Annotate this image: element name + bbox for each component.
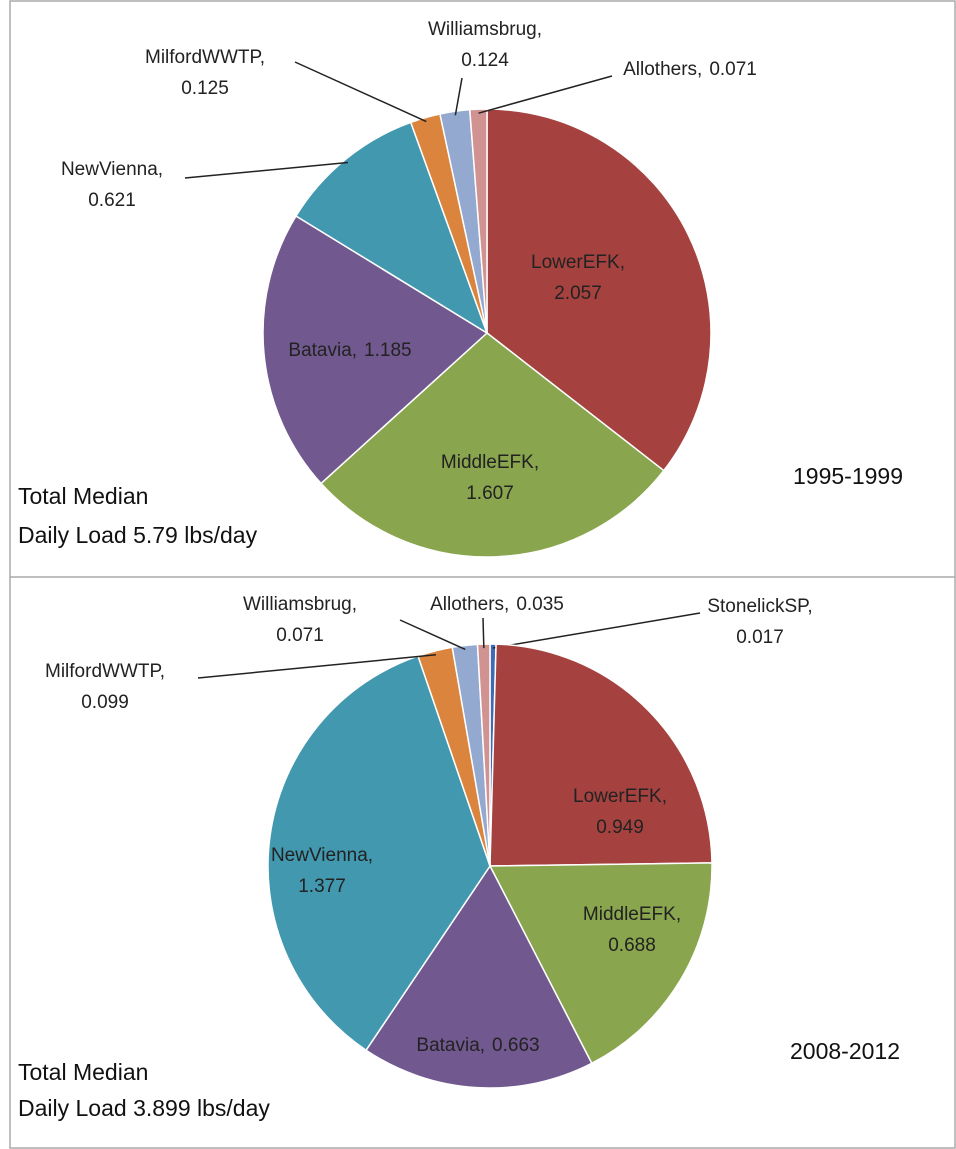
value-label: 0.125 <box>181 78 229 99</box>
value-label: 0.621 <box>88 190 136 211</box>
leader-line <box>294 61 427 123</box>
annotation: Total Median <box>18 1059 148 1085</box>
value-label: 0.099 <box>81 692 129 713</box>
annotation: Total Median <box>18 483 148 509</box>
pie-slice <box>489 643 713 867</box>
value-label: 2.057 <box>554 283 602 304</box>
category-label: MiddleEFK, <box>583 904 681 925</box>
data-label: NewVienna, 0.621 <box>61 159 163 211</box>
pie-slice <box>294 121 489 335</box>
category-label: NewVienna, <box>61 159 163 180</box>
value-label: 0.688 <box>608 935 656 956</box>
data-label: Batavia, 1.185 <box>288 340 411 361</box>
leader-line <box>454 77 463 116</box>
category-label: Williamsbrug, <box>428 19 542 40</box>
value-label: 1.377 <box>298 876 346 897</box>
annotation: Daily Load 5.79 lbs/day <box>18 522 258 548</box>
value-label: 0.071 <box>709 59 757 80</box>
category-label: Williamsbrug, <box>243 594 357 615</box>
data-label: Allothers, 0.071 <box>623 59 757 80</box>
value-label: 0.663 <box>492 1035 540 1056</box>
data-label: LowerEFK, 2.057 <box>531 252 625 304</box>
frame <box>9 0 956 1149</box>
value-label: 1.185 <box>364 340 412 361</box>
category-label: LowerEFK, <box>573 786 667 807</box>
data-label: Allothers, 0.035 <box>430 594 564 615</box>
data-label: Williamsbrug, 0.124 <box>428 19 542 71</box>
category-label: MilfordWWTP, <box>45 661 165 682</box>
data-label: MiddleEFK, 0.688 <box>583 904 681 956</box>
value-label: 1.607 <box>466 483 514 504</box>
leader-line <box>492 612 701 649</box>
pie-slice <box>486 108 712 472</box>
data-label: MiddleEFK, 1.607 <box>441 452 539 504</box>
data-label: LowerEFK, 0.949 <box>573 786 667 838</box>
pie-slice <box>468 108 488 334</box>
data-label: NewVienna, 1.377 <box>271 845 373 897</box>
leader-line <box>197 654 437 679</box>
value-label: 0.017 <box>736 627 784 648</box>
value-label: 0.124 <box>461 50 509 71</box>
pie-slice <box>262 214 489 485</box>
category-label: NewVienna, <box>271 845 373 866</box>
data-label: MilfordWWTP, 0.099 <box>45 661 165 713</box>
value-label: 0.949 <box>596 817 644 838</box>
data-label: StonelickSP, 0.017 <box>707 596 812 648</box>
value-label: 0.035 <box>516 594 564 615</box>
leader-line <box>482 617 485 649</box>
annotation: 1995-1999 <box>793 463 903 489</box>
data-label: Williamsbrug, 0.071 <box>243 594 357 646</box>
pie-slice <box>267 655 491 1052</box>
pie-slice <box>319 332 665 558</box>
annotation: Daily Load 3.899 lbs/day <box>18 1095 270 1121</box>
leader-line <box>478 75 613 114</box>
pie-slice <box>365 864 593 1089</box>
category-label: LowerEFK, <box>531 252 625 273</box>
leader-line <box>399 619 466 651</box>
category-label: Allothers, <box>430 594 509 615</box>
data-label: MilfordWWTP, 0.125 <box>145 47 265 99</box>
category-label: Allothers, <box>623 59 702 80</box>
data-label: Batavia, 0.663 <box>416 1035 539 1056</box>
annotation: 2008-2012 <box>790 1038 900 1064</box>
category-label: MiddleEFK, <box>441 452 539 473</box>
category-label: Batavia, <box>288 340 357 361</box>
category-label: Batavia, <box>416 1035 485 1056</box>
category-label: MilfordWWTP, <box>145 47 265 68</box>
category-label: StonelickSP, <box>707 596 812 617</box>
pie-slice <box>488 862 713 1065</box>
leader-line <box>184 161 349 179</box>
value-label: 0.071 <box>276 625 324 646</box>
